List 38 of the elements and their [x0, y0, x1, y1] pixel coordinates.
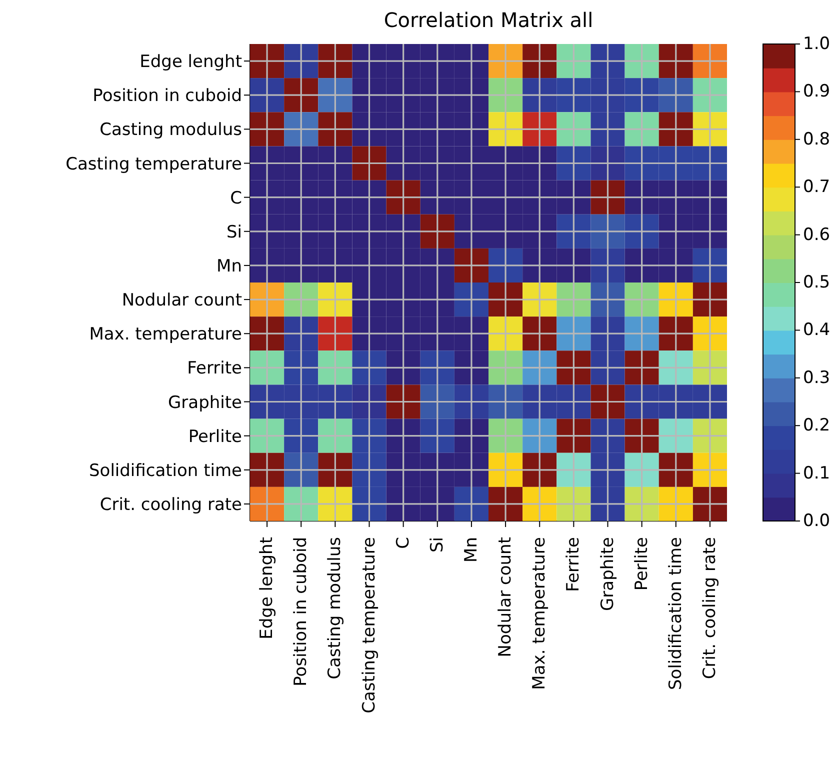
- x-tick-label: Graphite: [598, 537, 618, 611]
- chart-title: Correlation Matrix all: [382, 8, 594, 32]
- color-bar-label: 0.5: [803, 272, 830, 292]
- y-tick-label: Graphite: [168, 392, 242, 413]
- y-tick-label: Nodular count: [122, 290, 242, 311]
- y-tick-label: Mn: [216, 256, 242, 276]
- x-tick-label: Max. temperature: [530, 537, 550, 690]
- y-tick-label: Si: [226, 222, 242, 242]
- y-tick-label: Casting temperature: [66, 154, 242, 174]
- y-tick-label: Edge lenght: [140, 52, 242, 72]
- y-tick-label: Casting modulus: [100, 120, 242, 140]
- color-bar-label: 0.4: [803, 320, 830, 340]
- color-bar-label: 0.3: [803, 368, 830, 388]
- x-tick-label: Si: [427, 537, 448, 553]
- x-tick-label: Casting modulus: [325, 536, 346, 680]
- y-tick-label: Crit. cooling rate: [100, 495, 242, 515]
- y-tick-label: C: [230, 188, 242, 208]
- y-tick-label: Position in cuboid: [92, 86, 242, 106]
- x-tick-label: Casting temperature: [359, 537, 380, 714]
- x-tick-label: Solidification time: [666, 537, 686, 690]
- x-tick-label: Mn: [461, 537, 482, 562]
- color-bar-label: 0.8: [803, 129, 830, 150]
- color-bar-label: 0.6: [803, 224, 830, 245]
- x-tick-label: Ferrite: [564, 537, 584, 592]
- y-tick-label: Ferrite: [187, 358, 242, 379]
- color-bar-label: 0.0: [803, 511, 830, 531]
- x-tick-label: Crit. cooling rate: [700, 537, 720, 680]
- y-tick-label: Max. temperature: [89, 324, 242, 345]
- color-bar-label: 0.9: [803, 82, 830, 102]
- color-bar-label: 1.0: [803, 34, 830, 54]
- x-tick-label: Perlite: [632, 537, 652, 591]
- x-tick-label: C: [393, 537, 414, 549]
- y-tick-label: Perlite: [188, 426, 242, 447]
- color-bar-label: 0.2: [803, 416, 830, 436]
- color-bar-label: 0.1: [803, 463, 830, 484]
- color-bar-label: 0.7: [803, 177, 830, 198]
- y-tick-label: Solidification time: [89, 460, 242, 481]
- x-tick-label: Nodular count: [496, 536, 516, 658]
